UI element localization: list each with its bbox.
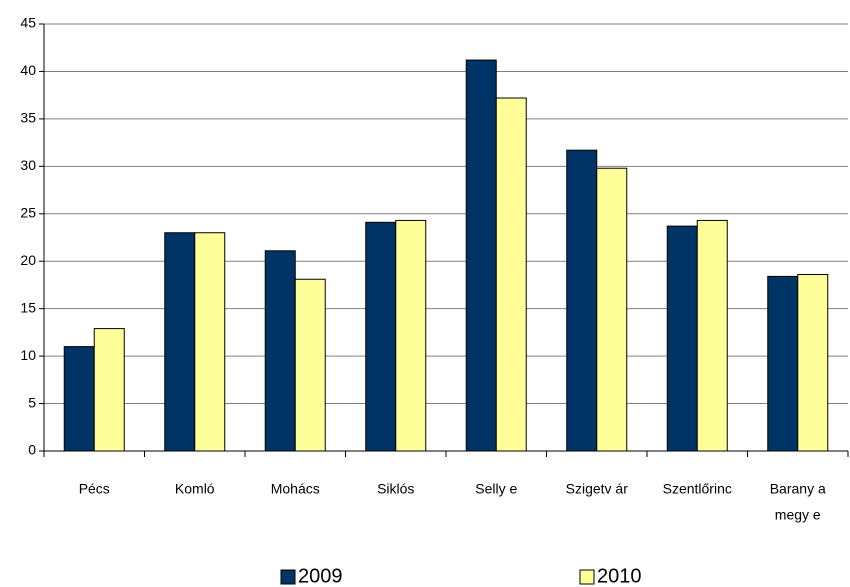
bar [264, 250, 296, 452]
y-tick-label: 20 [20, 252, 36, 268]
y-tick-label: 10 [20, 347, 36, 363]
y-tick-label: 30 [20, 157, 36, 173]
x-tick-label: Siklós [377, 481, 414, 497]
x-tick-label: Selly e [475, 481, 517, 497]
legend-label: 2010 [597, 565, 642, 587]
x-tick-label: Pécs [79, 481, 110, 497]
legend-swatch [280, 569, 296, 585]
legend-swatch [579, 569, 595, 585]
bar [767, 275, 799, 452]
y-tick-label: 40 [20, 62, 36, 78]
x-tick-label: Barany a [770, 481, 826, 497]
bar [93, 328, 125, 452]
bar [666, 225, 698, 452]
y-tick-label: 25 [20, 204, 36, 220]
x-tick-label: Mohács [271, 481, 320, 497]
bar [164, 232, 196, 452]
y-tick-label: 0 [28, 442, 36, 458]
x-tick-label: Komló [175, 481, 215, 497]
bar [566, 149, 598, 452]
x-tick-label: Szentlőrinc [663, 481, 732, 497]
x-tick-label: megy e [775, 507, 821, 523]
bar [294, 278, 326, 452]
bar [395, 219, 427, 452]
bar [696, 219, 728, 452]
bar [63, 346, 95, 452]
bar [797, 274, 829, 452]
x-tick-label: Szigetv ár [566, 481, 629, 497]
bar [495, 97, 527, 452]
y-tick-label: 5 [28, 394, 36, 410]
bar [365, 221, 397, 452]
bar [465, 59, 497, 452]
y-tick-label: 45 [20, 15, 36, 31]
bar [194, 232, 226, 452]
y-tick-label: 35 [20, 110, 36, 126]
legend-label: 2009 [298, 565, 343, 587]
y-tick-label: 15 [20, 299, 36, 315]
bar [596, 167, 628, 452]
